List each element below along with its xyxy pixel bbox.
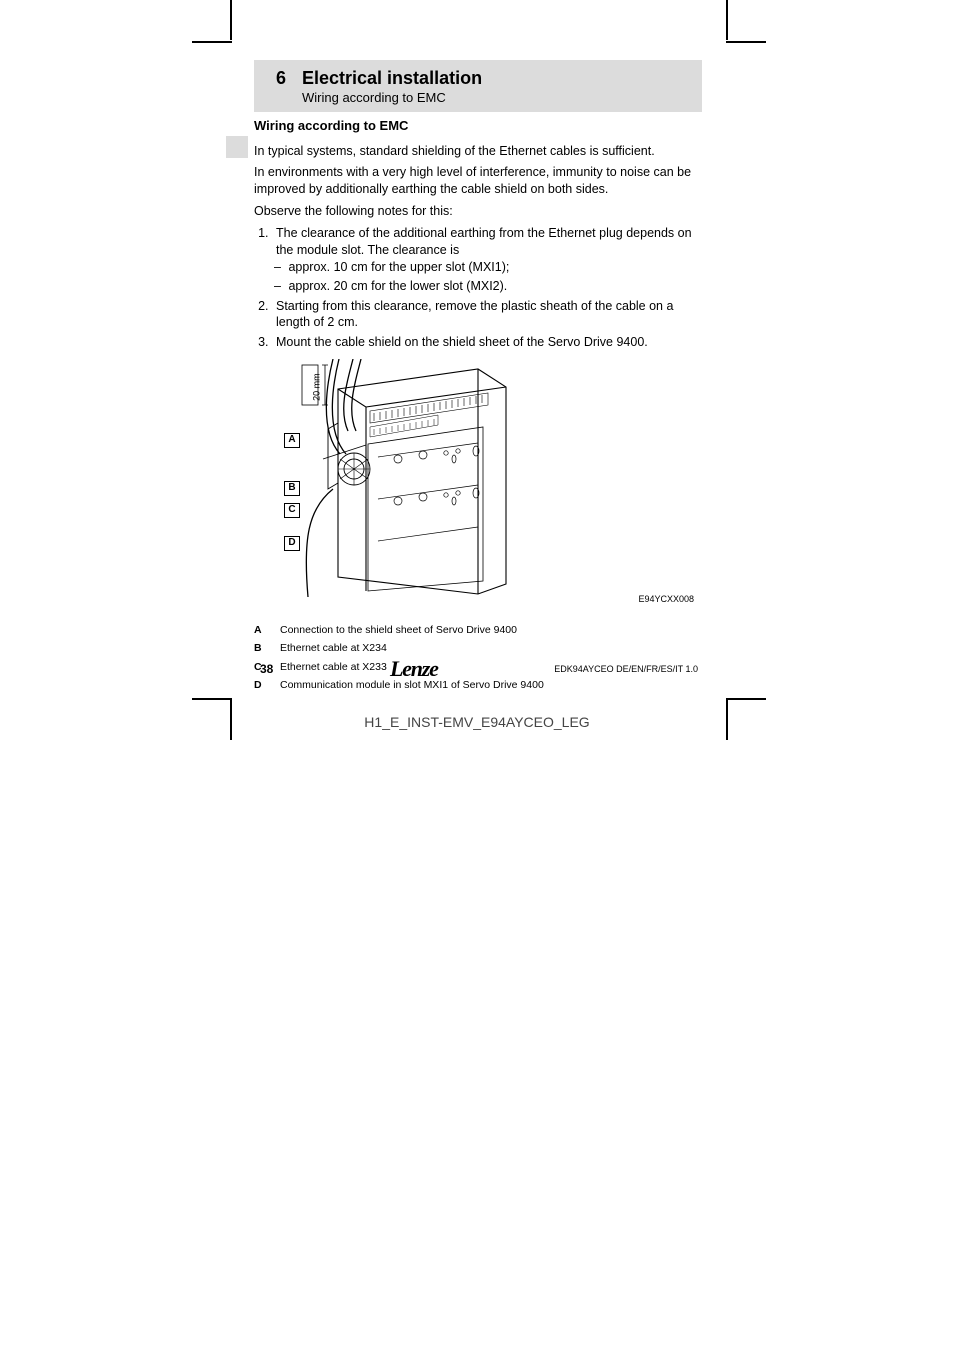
paragraph: In environments with a very high level o… <box>254 164 694 198</box>
chapter-title: Electrical installation <box>302 68 482 89</box>
page-footer: 38 Lenze EDK94AYCEO DE/EN/FR/ES/IT 1.0 <box>260 656 698 682</box>
document-reference: EDK94AYCEO DE/EN/FR/ES/IT 1.0 <box>554 664 698 674</box>
dimension-label: 20 mm <box>311 373 323 401</box>
sub-list: approx. 10 cm for the upper slot (MXI1);… <box>286 259 694 295</box>
crop-mark <box>726 41 766 43</box>
numbered-list: The clearance of the additional earthing… <box>272 225 694 351</box>
legend-row: B Ethernet cable at X234 <box>254 641 694 655</box>
sub-list-item: approx. 20 cm for the lower slot (MXI2). <box>286 278 694 295</box>
paragraph: In typical systems, standard shielding o… <box>254 143 694 160</box>
document-page: 6 Electrical installation Wiring accordi… <box>0 0 954 1350</box>
legend-text: Ethernet cable at X234 <box>280 641 694 655</box>
figure-code: E94YCXX008 <box>638 593 694 605</box>
section-heading: Wiring according to EMC <box>254 117 694 135</box>
sub-list-item: approx. 10 cm for the upper slot (MXI1); <box>286 259 694 276</box>
chapter-number: 6 <box>276 68 286 89</box>
callout-label-a: A <box>284 433 300 448</box>
paragraph: Observe the following notes for this: <box>254 203 694 220</box>
legend-key: B <box>254 641 280 655</box>
crop-mark <box>192 41 232 43</box>
legend-text: Connection to the shield sheet of Servo … <box>280 623 694 637</box>
list-item: The clearance of the additional earthing… <box>272 225 694 295</box>
callout-label-c: C <box>284 503 300 518</box>
list-item: Mount the cable shield on the shield she… <box>272 334 694 351</box>
callout-label-d: D <box>284 536 300 551</box>
chapter-subtitle: Wiring according to EMC <box>302 90 446 105</box>
crop-mark <box>192 698 232 700</box>
page-number: 38 <box>260 662 273 676</box>
figure: 20 mm A B C D E94YCXX008 <box>254 359 694 619</box>
crop-mark <box>230 0 232 40</box>
callout-label-b: B <box>284 481 300 496</box>
list-item: Starting from this clearance, remove the… <box>272 298 694 332</box>
legend-row: A Connection to the shield sheet of Serv… <box>254 623 694 637</box>
list-item-text: The clearance of the additional earthing… <box>276 226 692 257</box>
document-id-footer: H1_E_INST-EMV_E94AYCEO_LEG <box>0 714 954 730</box>
body-content: Wiring according to EMC In typical syste… <box>254 117 694 696</box>
legend-key: A <box>254 623 280 637</box>
brand-logo: Lenze <box>390 656 438 682</box>
chapter-header-bar: 6 Electrical installation Wiring accordi… <box>254 60 702 112</box>
crop-mark <box>726 698 766 700</box>
margin-tab <box>226 136 248 158</box>
crop-mark <box>726 0 728 40</box>
